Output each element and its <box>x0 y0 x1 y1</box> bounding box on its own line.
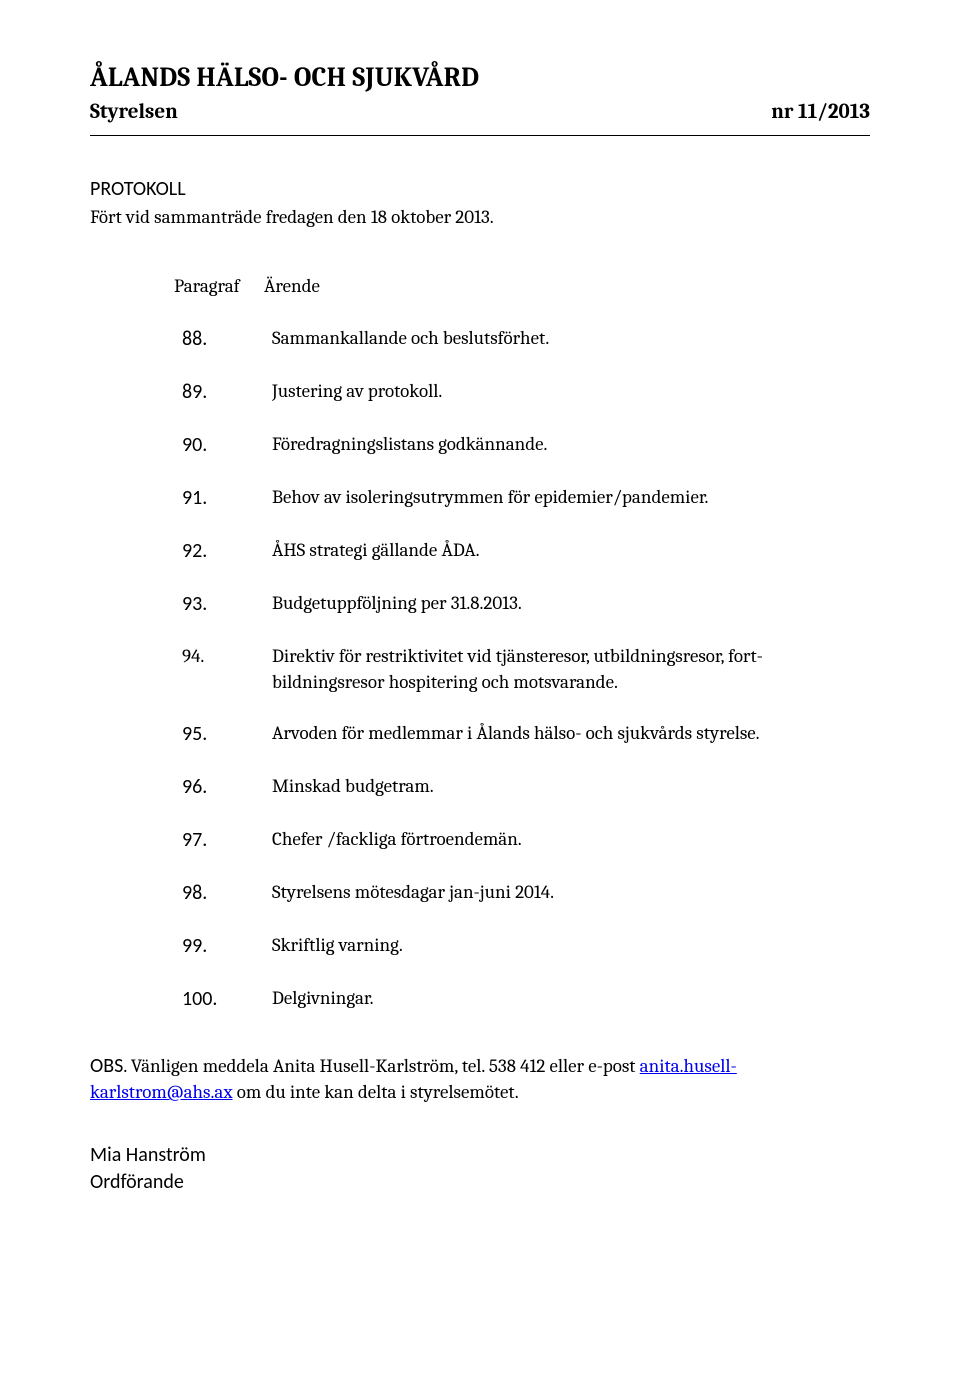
obs-text-after: om du inte kan delta i styrelsemötet. <box>233 1081 519 1103</box>
agenda-number: 100. <box>174 986 272 1013</box>
agenda-row: 89. Justering av protokoll. <box>174 379 860 406</box>
committee-name: Styrelsen <box>90 98 178 126</box>
obs-lead: OBS <box>90 1054 123 1078</box>
header-rule <box>90 135 870 136</box>
obs-text-before: . Vänligen meddela Anita Husell-Karlströ… <box>123 1055 639 1077</box>
agenda-text: Minskad budgetram. <box>272 774 860 800</box>
agenda-text: Justering av protokoll. <box>272 379 860 405</box>
agenda-number: 89. <box>174 379 272 406</box>
agenda-text: Behov av isoleringsutrymmen för epidemie… <box>272 485 860 511</box>
agenda-text: ÅHS strategi gällande ÅDA. <box>272 538 860 564</box>
agenda-row: 94. Direktiv för restriktivitet vid tjän… <box>174 644 860 695</box>
agenda-text: Budgetuppföljning per 31.8.2013. <box>272 591 860 617</box>
document-header: ÅLANDS HÄLSO- OCH SJUKVÅRD Styrelsen nr … <box>90 60 870 127</box>
agenda-row: 100. Delgivningar. <box>174 986 860 1013</box>
agenda-number: 99. <box>174 933 272 960</box>
agenda-text: Sammankallande och beslutsförhet. <box>272 326 860 352</box>
agenda-text: Styrelsens mötesdagar jan-juni 2014. <box>272 880 860 906</box>
agenda-row: 91. Behov av isoleringsutrymmen för epid… <box>174 485 860 512</box>
agenda-row: 95. Arvoden för medlemmar i Ålands hälso… <box>174 721 860 748</box>
signature-block: Mia Hanström Ordförande <box>90 1142 870 1196</box>
protocol-subtitle: Fört vid sammanträde fredagen den 18 okt… <box>90 205 870 231</box>
org-title: ÅLANDS HÄLSO- OCH SJUKVÅRD <box>90 60 870 96</box>
agenda-number: 98. <box>174 880 272 907</box>
agenda-row: 96. Minskad budgetram. <box>174 774 860 801</box>
agenda-text: Föredragningslistans godkännande. <box>272 432 860 458</box>
document-number: nr 11/2013 <box>771 98 870 126</box>
agenda-number: 92. <box>174 538 272 565</box>
agenda-header-row: Paragraf Ärende <box>174 274 860 300</box>
agenda-list: Paragraf Ärende 88. Sammankallande och b… <box>90 274 870 1013</box>
agenda-number: 95. <box>174 721 272 748</box>
agenda-number: 96. <box>174 774 272 801</box>
agenda-number: 97. <box>174 827 272 854</box>
header-subline: Styrelsen nr 11/2013 <box>90 98 870 126</box>
signatory-role: Ordförande <box>90 1169 870 1196</box>
agenda-number: 91. <box>174 485 272 512</box>
agenda-number: 93. <box>174 591 272 618</box>
agenda-row: 98. Styrelsens mötesdagar jan-juni 2014. <box>174 880 860 907</box>
agenda-text: Direktiv för restriktivitet vid tjänster… <box>272 644 860 695</box>
agenda-header-num: Paragraf <box>174 274 264 300</box>
signatory-name: Mia Hanström <box>90 1142 870 1169</box>
agenda-row: 88. Sammankallande och beslutsförhet. <box>174 326 860 353</box>
agenda-number: 88. <box>174 326 272 353</box>
agenda-number: 90. <box>174 432 272 459</box>
agenda-text: Arvoden för medlemmar i Ålands hälso- oc… <box>272 721 860 747</box>
agenda-row: 92. ÅHS strategi gällande ÅDA. <box>174 538 860 565</box>
agenda-row: 90. Föredragningslistans godkännande. <box>174 432 860 459</box>
agenda-text: Skriftlig varning. <box>272 933 860 959</box>
agenda-text: Chefer /fackliga förtroendemän. <box>272 827 860 853</box>
agenda-number: 94. <box>174 644 272 670</box>
agenda-text: Delgivningar. <box>272 986 860 1012</box>
protocol-title: PROTOKOLL <box>90 176 870 203</box>
agenda-row: 97. Chefer /fackliga förtroendemän. <box>174 827 860 854</box>
agenda-header-text: Ärende <box>264 274 860 300</box>
obs-note: OBS. Vänligen meddela Anita Husell-Karls… <box>90 1053 870 1106</box>
agenda-row: 99. Skriftlig varning. <box>174 933 860 960</box>
page: ÅLANDS HÄLSO- OCH SJUKVÅRD Styrelsen nr … <box>0 0 960 1381</box>
agenda-row: 93. Budgetuppföljning per 31.8.2013. <box>174 591 860 618</box>
